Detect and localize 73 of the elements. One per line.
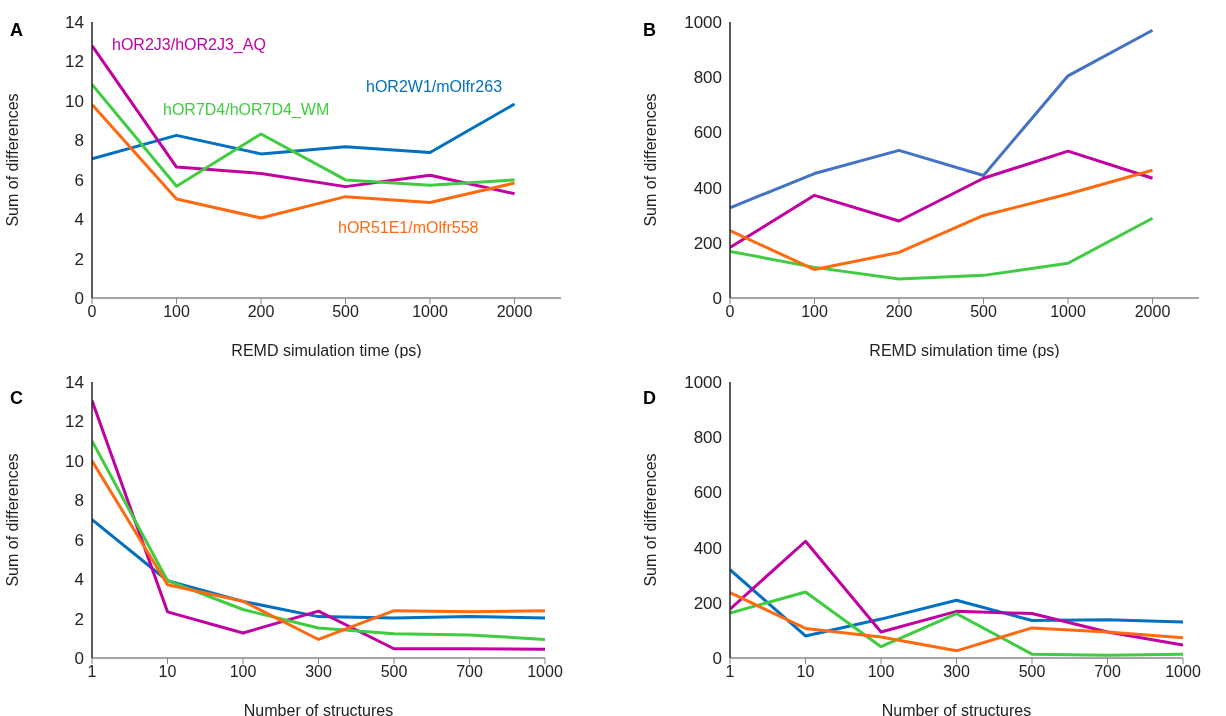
y-tick-label: 12	[65, 412, 84, 432]
y-tick-label: 600	[693, 123, 722, 143]
x-tick-label: 1000	[527, 663, 563, 681]
y-tick-label: 6	[74, 530, 84, 550]
x-tick-label: 1	[87, 663, 97, 681]
y-tick-label: 8	[74, 491, 84, 511]
chart-title: B	[643, 20, 656, 41]
x-tick-label: 1000	[412, 303, 448, 321]
x-tick-label: 500	[1018, 663, 1046, 681]
y-tick-label: 10	[65, 451, 84, 471]
x-axis-title: Number of structures	[881, 702, 1032, 716]
x-tick-label: 1000	[1050, 303, 1086, 321]
y-tick-label: 12	[65, 52, 84, 72]
y-axis-title: Sum of differences	[3, 93, 21, 227]
x-tick-label: 200	[247, 303, 275, 321]
chart-title: A	[10, 20, 23, 41]
y-axis-title: Sum of differences	[3, 453, 21, 587]
x-tick-label: 1000	[1165, 663, 1201, 681]
chart-title: C	[10, 388, 23, 409]
y-tick-label: 1000	[684, 13, 722, 33]
x-tick-label: 200	[885, 303, 913, 321]
y-tick-label: 600	[693, 483, 722, 503]
x-tick-label: 10	[796, 663, 815, 681]
y-tick-label: 400	[693, 178, 722, 198]
y-tick-label: 800	[693, 68, 722, 88]
x-axis-title: Number of structures	[243, 702, 394, 716]
y-tick-label: 800	[693, 428, 722, 448]
line-series	[92, 399, 545, 651]
series-label: hOR2J3/hOR2J3_AQ	[112, 36, 266, 54]
chart-title: D	[643, 388, 656, 409]
series-label: hOR2W1/mOlfr263	[366, 78, 503, 96]
y-tick-label: 2	[74, 609, 84, 629]
x-tick-label: 2000	[496, 303, 533, 321]
y-tick-label: 8	[74, 131, 84, 151]
x-tick-label: 300	[943, 663, 970, 681]
y-tick-label: 14	[65, 373, 84, 393]
line-series	[730, 539, 1183, 647]
y-axis-title: Sum of differences	[641, 453, 659, 587]
x-tick-label: 700	[1094, 663, 1121, 681]
x-tick-label: 1	[725, 663, 735, 681]
y-tick-label: 1000	[684, 373, 722, 393]
line-series	[92, 82, 517, 188]
x-tick-label: 2000	[1134, 303, 1171, 321]
series-label: hOR51E1/mOlfr558	[338, 219, 479, 237]
y-tick-label: 6	[74, 170, 84, 190]
x-tick-label: 100	[801, 303, 828, 321]
line-series	[92, 102, 517, 161]
x-tick-label: 300	[305, 663, 332, 681]
y-tick-label: 4	[74, 570, 84, 590]
x-tick-label: 100	[867, 663, 895, 681]
x-tick-label: 0	[725, 303, 735, 321]
x-tick-label: 700	[456, 663, 483, 681]
x-tick-label: 10	[158, 663, 177, 681]
line-series	[730, 149, 1155, 249]
line-series	[730, 216, 1155, 281]
y-tick-label: 10	[65, 91, 84, 111]
x-tick-label: 500	[970, 303, 997, 321]
y-tick-label: 2	[74, 249, 84, 269]
y-tick-label: 4	[74, 210, 84, 230]
x-tick-label: 0	[87, 303, 97, 321]
line-series	[92, 102, 517, 220]
x-tick-label: 100	[229, 663, 257, 681]
y-tick-label: 400	[693, 538, 722, 558]
x-tick-label: 100	[163, 303, 190, 321]
y-tick-label: 200	[693, 593, 722, 613]
x-tick-label: 500	[332, 303, 359, 321]
series-label: hOR7D4/hOR7D4_WM	[163, 101, 330, 119]
line-series	[730, 168, 1155, 272]
line-series	[730, 28, 1155, 210]
x-tick-label: 500	[380, 663, 408, 681]
y-tick-label: 14	[65, 13, 84, 33]
y-tick-label: 200	[693, 233, 722, 253]
y-axis-title: Sum of differences	[641, 93, 659, 227]
